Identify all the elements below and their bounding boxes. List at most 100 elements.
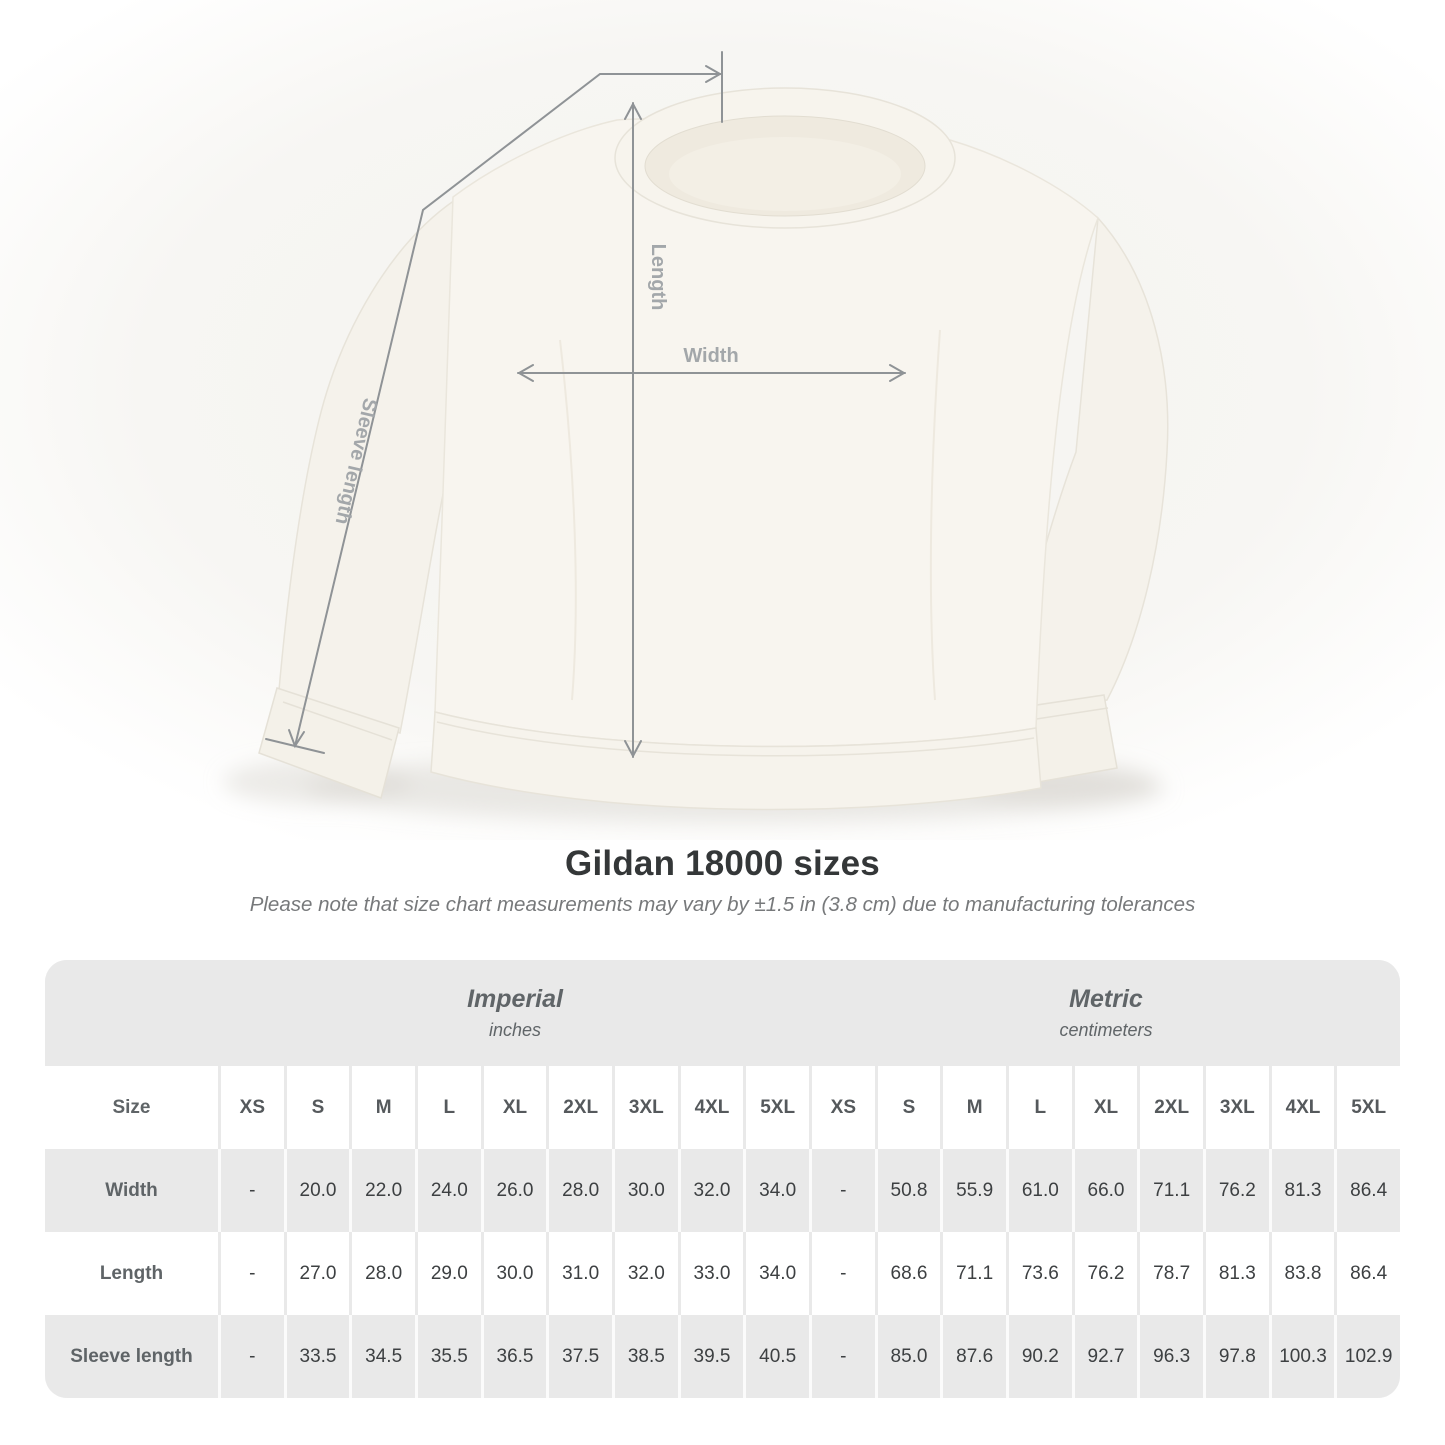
- metric-value-cell: 83.8: [1271, 1232, 1335, 1315]
- imperial-value-cell: 40.5: [746, 1315, 809, 1398]
- metric-value-cell: 92.7: [1074, 1315, 1138, 1398]
- size-column-header: S: [877, 1066, 941, 1149]
- left-sleeve: [278, 198, 456, 734]
- size-column-header: L: [1009, 1066, 1072, 1149]
- dimension-lines: [265, 51, 907, 759]
- metric-value-cell: 61.0: [1009, 1149, 1072, 1232]
- imperial-value-cell: 34.0: [746, 1232, 809, 1315]
- left-cuff-seam: [282, 701, 393, 741]
- metric-value-cell: 81.3: [1206, 1232, 1269, 1315]
- imperial-value-cell: 30.0: [483, 1232, 547, 1315]
- metric-value-cell: 50.8: [877, 1149, 941, 1232]
- imperial-value-cell: 31.0: [549, 1232, 612, 1315]
- product-photo: Width Length Sleeve length: [0, 0, 1445, 840]
- imperial-value-cell: 37.5: [549, 1315, 612, 1398]
- size-column-header: L: [418, 1066, 481, 1149]
- imperial-value-cell: 26.0: [483, 1149, 547, 1232]
- metric-value-cell: 78.7: [1140, 1232, 1203, 1315]
- size-column-header: M: [352, 1066, 415, 1149]
- imperial-value-cell: -: [221, 1232, 284, 1315]
- size-column-header: 4XL: [680, 1066, 744, 1149]
- metric-value-cell: 87.6: [943, 1315, 1006, 1398]
- imperial-value-cell: 27.0: [286, 1232, 350, 1315]
- imperial-value-cell: 38.5: [615, 1315, 678, 1398]
- metric-value-cell: 100.3: [1271, 1315, 1335, 1398]
- unit-group-metric: Metric centimeters: [812, 960, 1400, 1066]
- metric-value-cell: 73.6: [1009, 1232, 1072, 1315]
- metric-value-cell: 96.3: [1140, 1315, 1203, 1398]
- sleeve-length-line: [294, 73, 723, 747]
- unit-group-row: Imperial inches Metric centimeters: [45, 960, 1400, 1066]
- metric-value-cell: -: [812, 1149, 875, 1232]
- metric-value-cell: 55.9: [943, 1149, 1006, 1232]
- imperial-value-cell: 36.5: [483, 1315, 547, 1398]
- page-title: Gildan 18000 sizes: [565, 844, 880, 883]
- measurement-row-label: Sleeve length: [45, 1315, 218, 1398]
- size-column-header: 3XL: [615, 1066, 678, 1149]
- metric-value-cell: 68.6: [877, 1232, 941, 1315]
- imperial-value-cell: -: [221, 1315, 284, 1398]
- measurement-row: Length -27.0 28.0 29.0 30.0 31.0 32.0 33.0 34.0-…: [45, 1232, 1400, 1315]
- measurement-row-label: Length: [45, 1232, 218, 1315]
- size-column-header: 3XL: [1206, 1066, 1269, 1149]
- left-cuff: [258, 687, 400, 799]
- size-column-header: 5XL: [746, 1066, 809, 1149]
- imperial-value-cell: 32.0: [615, 1232, 678, 1315]
- metric-value-cell: 71.1: [943, 1232, 1006, 1315]
- size-column-header: 5XL: [1337, 1066, 1400, 1149]
- size-column-header: XS: [812, 1066, 875, 1149]
- imperial-value-cell: 20.0: [286, 1149, 350, 1232]
- size-column-header: M: [943, 1066, 1006, 1149]
- imperial-value-cell: 28.0: [549, 1149, 612, 1232]
- metric-value-cell: 71.1: [1140, 1149, 1203, 1232]
- metric-value-cell: 86.4: [1337, 1149, 1400, 1232]
- imperial-group-unit: inches: [488, 1020, 542, 1040]
- size-column-header: XL: [1074, 1066, 1138, 1149]
- unit-group-imperial: Imperial inches: [221, 960, 809, 1066]
- arrowhead-up: [624, 101, 642, 120]
- measurement-row-label: Width: [45, 1149, 218, 1232]
- metric-value-cell: 76.2: [1074, 1232, 1138, 1315]
- imperial-value-cell: 35.5: [418, 1315, 481, 1398]
- size-column-header: S: [286, 1066, 350, 1149]
- tolerance-note: Please note that size chart measurements…: [249, 893, 1196, 916]
- metric-value-cell: 90.2: [1009, 1315, 1072, 1398]
- size-column-header: 2XL: [549, 1066, 612, 1149]
- imperial-value-cell: 39.5: [680, 1315, 744, 1398]
- metric-group-unit: centimeters: [1059, 1020, 1153, 1040]
- sweatshirt-illustration: [258, 87, 1169, 811]
- imperial-value-cell: 30.0: [615, 1149, 678, 1232]
- imperial-value-cell: 29.0: [418, 1232, 481, 1315]
- imperial-group-name: Imperial: [467, 985, 563, 1013]
- length-label: Length: [647, 244, 669, 311]
- metric-value-cell: 76.2: [1206, 1149, 1269, 1232]
- imperial-value-cell: 34.5: [352, 1315, 415, 1398]
- size-column-header: XL: [483, 1066, 547, 1149]
- size-header-label: Size: [45, 1066, 218, 1149]
- hem-seam: [436, 721, 1035, 757]
- arrowhead-left: [516, 364, 534, 382]
- arrowhead-right: [705, 65, 723, 83]
- imperial-value-cell: 33.5: [286, 1315, 350, 1398]
- width-label: Width: [683, 345, 738, 367]
- size-header-row: Size XS S M L XL 2XL 3XL 4XL 5XL XS S M L XL 2XL 3XL 4XL 5…: [45, 1066, 1400, 1149]
- metric-value-cell: 97.8: [1206, 1315, 1269, 1398]
- metric-value-cell: 85.0: [877, 1315, 941, 1398]
- arrowhead-right-width: [889, 364, 907, 382]
- metric-value-cell: 81.3: [1271, 1149, 1335, 1232]
- metric-value-cell: 86.4: [1337, 1232, 1400, 1315]
- arrowhead-down: [624, 740, 642, 759]
- size-table: Imperial inches Metric centimeters Size X…: [45, 960, 1400, 1398]
- measurement-row: Sleeve length -33.5 34.5 35.5 36.5 37.5 38.5 39…: [45, 1315, 1400, 1398]
- metric-value-cell: -: [812, 1232, 875, 1315]
- body-fold-left: [559, 339, 577, 701]
- cuff-tick: [265, 738, 325, 754]
- size-column-header: 2XL: [1140, 1066, 1203, 1149]
- imperial-value-cell: 24.0: [418, 1149, 481, 1232]
- imperial-value-cell: 33.0: [680, 1232, 744, 1315]
- collar-inner-back: [669, 137, 901, 211]
- imperial-value-cell: 32.0: [680, 1149, 744, 1232]
- measurement-row: Width -20.0 22.0 24.0 26.0 28.0 30.0 32.0 34.0-5…: [45, 1149, 1400, 1232]
- imperial-value-cell: 34.0: [746, 1149, 809, 1232]
